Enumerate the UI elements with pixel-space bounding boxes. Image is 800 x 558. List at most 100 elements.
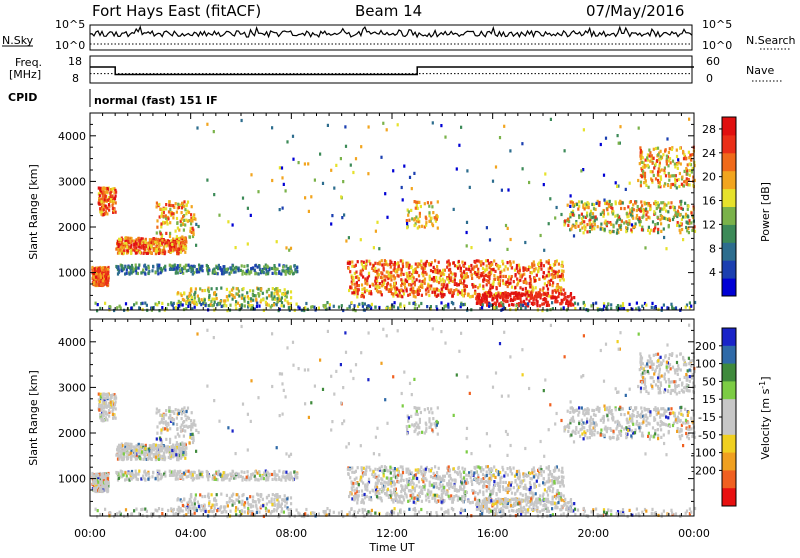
velocity-point bbox=[102, 410, 104, 413]
power-point bbox=[490, 293, 492, 296]
power-point bbox=[158, 301, 160, 304]
power-point bbox=[107, 281, 109, 284]
power-point bbox=[109, 192, 111, 195]
power-point bbox=[252, 266, 254, 269]
power-point bbox=[456, 167, 458, 170]
power-point bbox=[451, 294, 453, 297]
power-point bbox=[639, 223, 641, 226]
power-point bbox=[489, 271, 491, 274]
power-point bbox=[121, 249, 123, 252]
power-point bbox=[571, 297, 573, 300]
power-point bbox=[471, 283, 473, 286]
power-point bbox=[213, 130, 215, 133]
power-point bbox=[466, 272, 468, 275]
power-point bbox=[403, 283, 405, 286]
power-point bbox=[595, 302, 597, 305]
power-point bbox=[186, 269, 188, 272]
power-point bbox=[394, 301, 396, 304]
power-point bbox=[632, 217, 634, 220]
power-point bbox=[591, 216, 593, 219]
power-point bbox=[100, 276, 102, 279]
power-point bbox=[158, 309, 160, 312]
power-point bbox=[376, 272, 378, 275]
power-point bbox=[509, 294, 511, 297]
power-scatter bbox=[91, 118, 696, 313]
power-point bbox=[157, 238, 159, 241]
power-point bbox=[241, 294, 243, 297]
power-point bbox=[610, 206, 612, 209]
power-point bbox=[548, 222, 550, 225]
power-point bbox=[231, 293, 233, 296]
power-point bbox=[307, 162, 309, 165]
power-point bbox=[98, 187, 100, 190]
power-point bbox=[141, 245, 143, 248]
power-point bbox=[691, 170, 693, 173]
velocity-point bbox=[139, 457, 141, 460]
velocity-point bbox=[164, 427, 166, 430]
power-point bbox=[410, 284, 412, 287]
velocity-point bbox=[98, 405, 100, 408]
power-point bbox=[541, 303, 543, 306]
power-point bbox=[477, 286, 479, 289]
velocity-point bbox=[181, 412, 183, 415]
power-point bbox=[687, 208, 689, 211]
power-point bbox=[296, 303, 298, 306]
power-point bbox=[503, 125, 505, 128]
power-point bbox=[103, 269, 105, 272]
power-point bbox=[441, 283, 443, 286]
power-point bbox=[450, 279, 452, 282]
power-point bbox=[210, 300, 212, 303]
power-point bbox=[668, 224, 670, 227]
power-point bbox=[613, 230, 615, 233]
power-point bbox=[163, 208, 165, 211]
power-point bbox=[158, 203, 160, 206]
power-point bbox=[609, 200, 611, 203]
power-point bbox=[549, 266, 551, 269]
power-point bbox=[414, 200, 416, 203]
power-point bbox=[388, 290, 390, 293]
power-point bbox=[660, 222, 662, 225]
power-point bbox=[447, 306, 449, 309]
power-point bbox=[150, 244, 152, 247]
power-point bbox=[249, 304, 251, 307]
y-tick-label: 3000 bbox=[58, 175, 86, 188]
velocity-point bbox=[179, 470, 181, 473]
power-point bbox=[527, 302, 529, 305]
power-point bbox=[460, 126, 462, 129]
power-point bbox=[672, 205, 674, 208]
power-point bbox=[570, 194, 572, 197]
power-point bbox=[593, 207, 595, 210]
power-point bbox=[232, 223, 234, 226]
power-point bbox=[347, 262, 349, 265]
power-point bbox=[542, 275, 544, 278]
power-point bbox=[310, 195, 312, 198]
power-point bbox=[502, 275, 504, 278]
power-point bbox=[407, 214, 409, 217]
power-point bbox=[508, 304, 510, 307]
power-point bbox=[508, 275, 510, 278]
velocity-point bbox=[289, 478, 291, 481]
power-point bbox=[645, 208, 647, 211]
power-point bbox=[129, 239, 131, 242]
velocity-point bbox=[100, 489, 102, 492]
power-point bbox=[290, 265, 292, 268]
power-point bbox=[372, 283, 374, 286]
power-point bbox=[481, 306, 483, 309]
power-point bbox=[570, 294, 572, 297]
power-point bbox=[430, 269, 432, 272]
power-point bbox=[543, 271, 545, 274]
power-point bbox=[493, 274, 495, 277]
power-point bbox=[165, 244, 167, 247]
velocity-point bbox=[107, 477, 109, 480]
power-point bbox=[689, 169, 691, 172]
power-point bbox=[304, 162, 306, 165]
power-point bbox=[553, 270, 555, 273]
power-point bbox=[411, 217, 413, 220]
power-point bbox=[552, 281, 554, 284]
velocity-point bbox=[158, 470, 160, 473]
power-point bbox=[304, 306, 306, 309]
velocity-point bbox=[115, 454, 117, 457]
power-point bbox=[531, 265, 533, 268]
velocity-point bbox=[127, 446, 129, 449]
